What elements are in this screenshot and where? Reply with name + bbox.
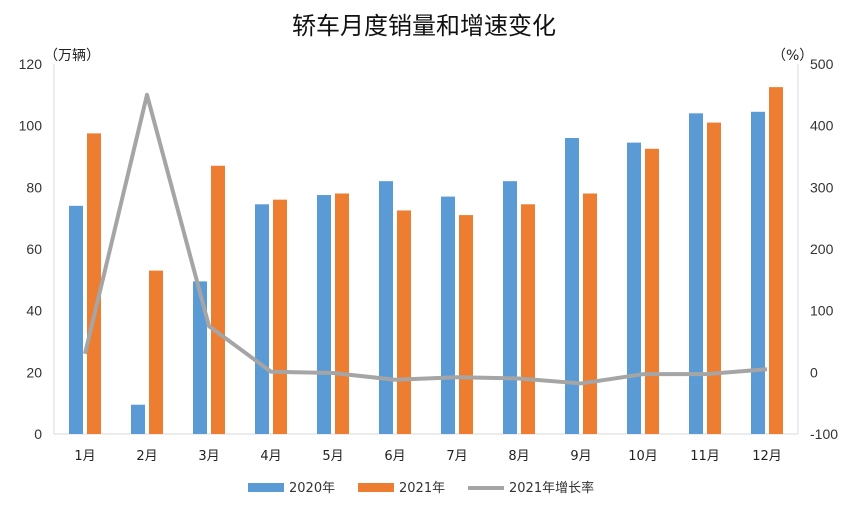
bar-2021年-9月 — [583, 193, 597, 434]
bar-2021年-4月 — [273, 199, 287, 434]
bar-2021年-6月 — [397, 210, 411, 434]
bar-2020年-8月 — [503, 181, 517, 434]
bar-2021年-12月 — [769, 87, 783, 434]
bar-2020年-1月 — [69, 205, 83, 434]
line-series-2021年增长率 — [83, 92, 768, 386]
x-tick-label: 2月 — [136, 449, 157, 464]
bar-2020年-7月 — [441, 196, 455, 434]
right-axis-unit: （%） — [772, 48, 813, 64]
bar-2021年-7月 — [459, 215, 473, 434]
y-right-tick-label: 400 — [810, 118, 834, 134]
bar-2021年-10月 — [645, 148, 659, 434]
y-right-tick-label: 500 — [810, 56, 834, 72]
x-tick-label: 11月 — [690, 449, 720, 464]
legend-label: 2020年 — [289, 481, 335, 496]
bar-2021年-3月 — [211, 165, 225, 434]
legend-label: 2021年 — [399, 481, 445, 496]
x-tick-label: 9月 — [570, 449, 591, 464]
legend-label: 2021年增长率 — [509, 480, 594, 496]
bar-2020年-10月 — [627, 142, 641, 434]
legend: 2020年 2021年 2021年增长率 — [248, 480, 594, 496]
y-left-tick-label: 80 — [26, 179, 42, 195]
bar-2021年-11月 — [707, 122, 721, 434]
bar-2020年-6月 — [379, 181, 393, 434]
y-left-tick-label: 0 — [34, 426, 42, 442]
bar-2020年-12月 — [751, 111, 765, 435]
chart-title: 轿车月度销量和增速变化 — [292, 12, 556, 40]
x-tick-label: 5月 — [322, 449, 343, 464]
bar-2020年-11月 — [689, 113, 703, 434]
bar-2020年-4月 — [255, 204, 269, 434]
x-tick-label: 1月 — [74, 449, 95, 464]
bar-2020年-2月 — [131, 404, 145, 434]
y-left-tick-label: 40 — [26, 303, 42, 319]
x-tick-label: 3月 — [198, 449, 219, 464]
x-tick-label: 7月 — [446, 449, 467, 464]
bar-2021年-5月 — [335, 193, 349, 434]
y-right-tick-label: 0 — [810, 364, 818, 380]
y-right-tick-label: 300 — [810, 179, 834, 195]
legend-swatch — [358, 483, 394, 492]
bar-2021年-8月 — [521, 204, 535, 434]
bar-2020年-9月 — [565, 138, 579, 434]
bar-2020年-3月 — [193, 281, 207, 434]
x-tick-label: 4月 — [260, 449, 281, 464]
x-tick-label: 10月 — [628, 449, 658, 464]
bar-2021年-1月 — [87, 133, 101, 434]
legend-swatch — [248, 483, 284, 492]
x-tick-label: 6月 — [384, 449, 405, 464]
bar-2021年-2月 — [149, 270, 163, 434]
y-left-tick-label: 100 — [19, 118, 43, 134]
y-left-tick-label: 60 — [26, 241, 42, 257]
bar-2020年-5月 — [317, 195, 331, 434]
y-right-tick-label: -100 — [810, 426, 838, 442]
x-tick-label: 8月 — [508, 449, 529, 464]
y-left-tick-label: 120 — [19, 56, 43, 72]
left-axis-unit: （万辆） — [44, 48, 100, 64]
y-right-tick-label: 100 — [810, 303, 834, 319]
plot-area: 0 20 40 60 80 100 120 -100 0 100 200 300 400 500 1月 2月 3… — [19, 56, 839, 464]
y-left-tick-label: 20 — [26, 364, 42, 380]
x-tick-label: 12月 — [752, 449, 782, 464]
y-right-tick-label: 200 — [810, 241, 834, 257]
